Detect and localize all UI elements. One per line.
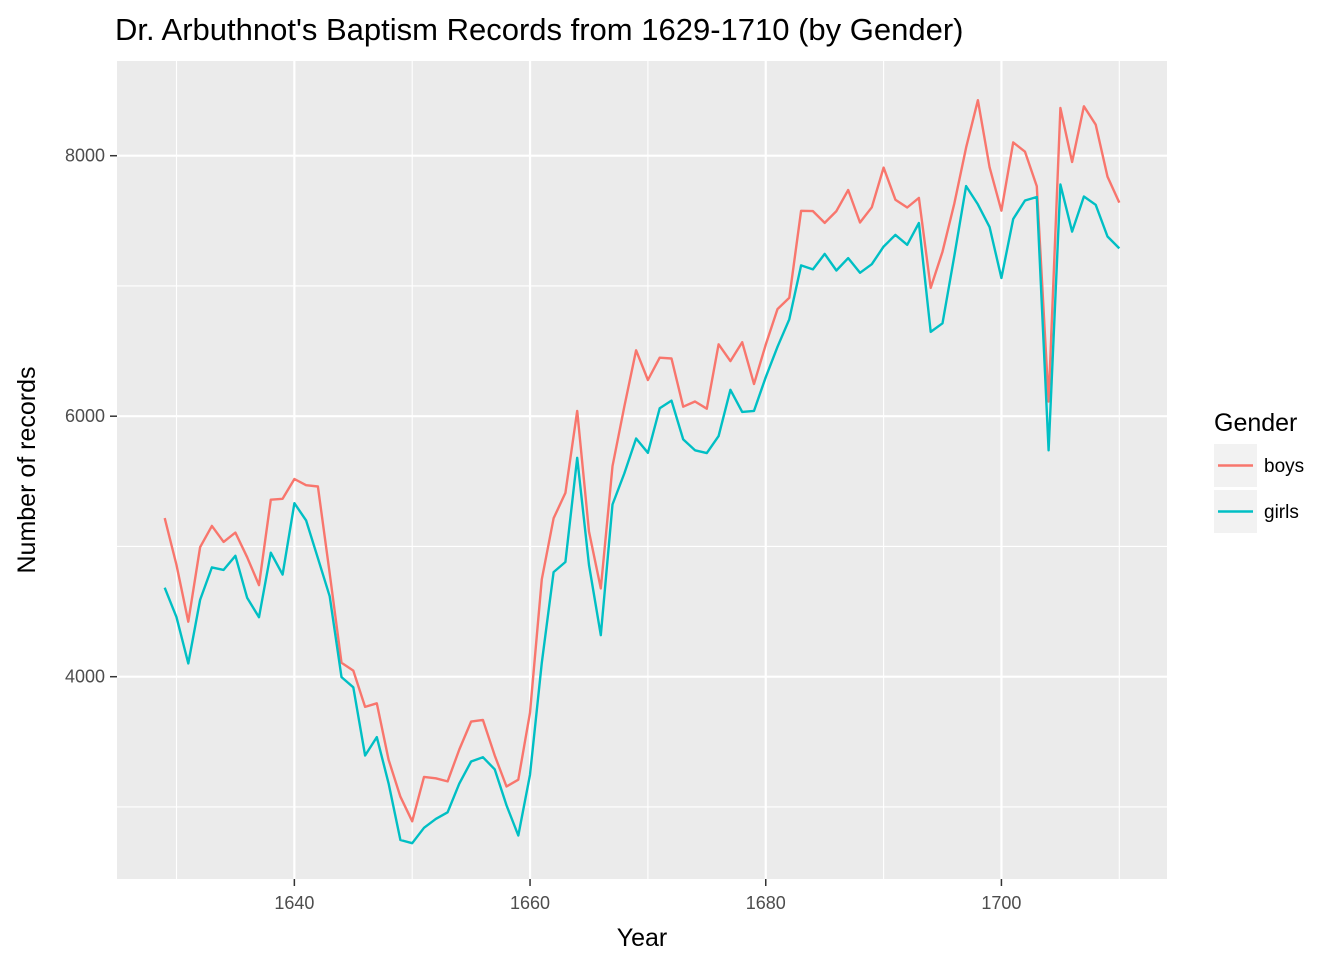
x-axis-title: Year bbox=[617, 924, 668, 952]
x-tick-label: 1660 bbox=[510, 893, 550, 913]
y-axis-title: Number of records bbox=[13, 366, 41, 573]
x-tick-label: 1700 bbox=[981, 893, 1021, 913]
x-tick-labels: 1640 1660 1680 1700 bbox=[274, 893, 1021, 913]
series-line-boys bbox=[163, 98, 1121, 823]
chart-title: Dr. Arbuthnot's Baptism Records from 162… bbox=[115, 12, 964, 47]
axis-ticks bbox=[110, 154, 1003, 886]
legend-label-girls: girls bbox=[1264, 502, 1299, 523]
y-tick-label: 8000 bbox=[65, 146, 105, 166]
legend-items: boys girls bbox=[1214, 444, 1304, 533]
legend-label-boys: boys bbox=[1264, 456, 1304, 477]
major-gridlines bbox=[117, 61, 1167, 879]
x-tick-label: 1680 bbox=[746, 893, 786, 913]
x-tick-label: 1640 bbox=[274, 893, 314, 913]
series-line-girls bbox=[163, 183, 1121, 845]
plot-panel bbox=[117, 61, 1167, 879]
minor-gridlines bbox=[117, 61, 1167, 879]
legend-title: Gender bbox=[1214, 409, 1297, 437]
legend: Gender boys girls bbox=[1214, 409, 1304, 533]
y-tick-label: 6000 bbox=[65, 406, 105, 426]
y-tick-label: 4000 bbox=[65, 667, 105, 687]
y-tick-labels: 4000 6000 8000 bbox=[65, 146, 105, 687]
series-lines bbox=[163, 98, 1121, 845]
